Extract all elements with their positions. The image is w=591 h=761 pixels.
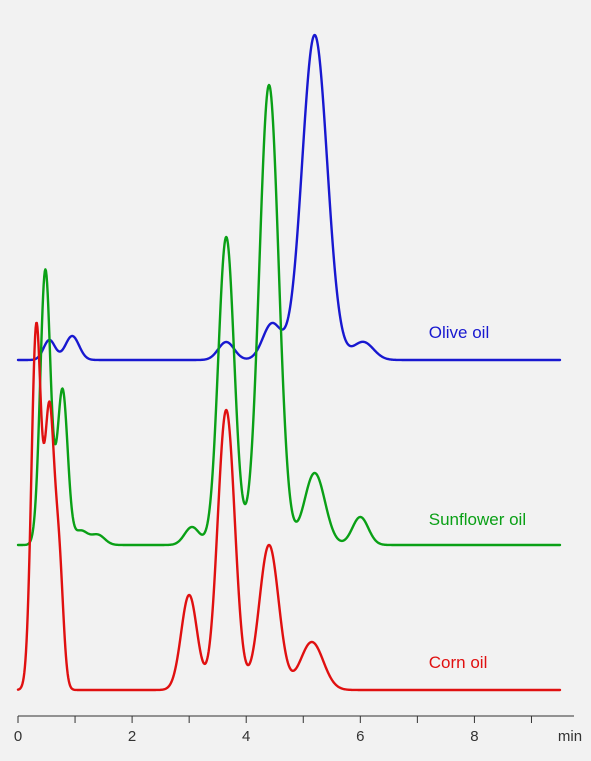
chromatogram-chart: Olive oil Sunflower oil Corn oil 0 2 4 6 8 min [0,0,591,761]
series-label-sunflower-oil: Sunflower oil [429,510,526,529]
x-axis-tick-label: 4 [242,728,250,745]
series-label-corn-oil: Corn oil [429,653,488,672]
chart-svg: Olive oil Sunflower oil Corn oil 0 2 4 6 8 min [0,0,591,761]
x-axis-tick-label: 8 [470,728,478,745]
x-axis-tick-label: 0 [14,728,22,745]
x-axis-unit-label: min [558,728,582,745]
x-axis-tick-label: 6 [356,728,364,745]
series-label-olive-oil: Olive oil [429,323,489,342]
x-axis-tick-label: 2 [128,728,136,745]
